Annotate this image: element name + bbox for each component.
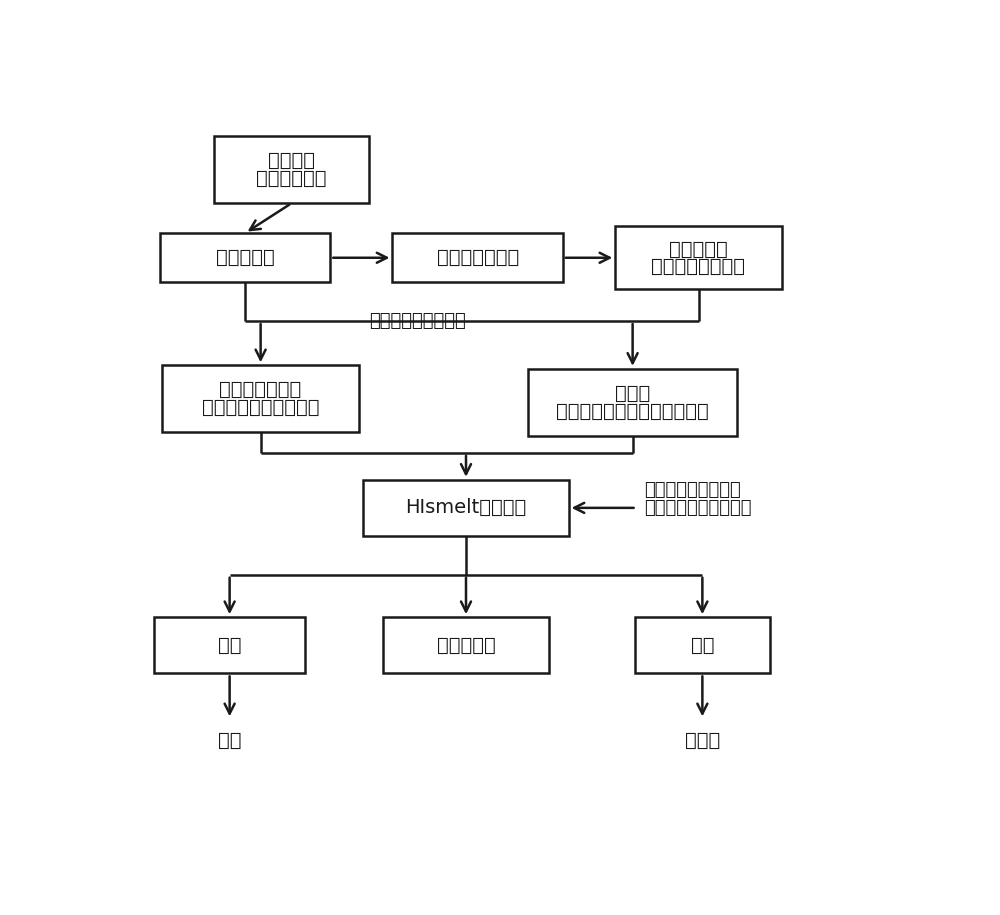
Text: 回转窑焙烧: 回转窑焙烧	[669, 240, 728, 258]
Text: 电除尘: 电除尘	[685, 731, 720, 750]
FancyBboxPatch shape	[154, 617, 305, 673]
FancyBboxPatch shape	[162, 365, 359, 432]
FancyBboxPatch shape	[528, 369, 737, 436]
Text: 水淬: 水淬	[218, 731, 241, 750]
Text: （用于产高品位镍铁）: （用于产高品位镍铁）	[202, 398, 319, 417]
Text: 石灰石: 石灰石	[615, 384, 650, 403]
FancyBboxPatch shape	[160, 233, 330, 283]
Text: 粗镍铁合金: 粗镍铁合金	[437, 636, 495, 655]
FancyBboxPatch shape	[214, 136, 369, 203]
Text: （褐铁矿型）: （褐铁矿型）	[256, 169, 327, 188]
Text: HIsmelt熔融还原: HIsmelt熔融还原	[405, 499, 527, 517]
FancyBboxPatch shape	[392, 233, 563, 283]
FancyBboxPatch shape	[615, 226, 782, 289]
Text: 按产品要求进行配料: 按产品要求进行配料	[369, 312, 466, 330]
Text: 粉尘: 粉尘	[691, 636, 714, 655]
Text: 熔体内喷吹矿粉、煤粉: 熔体内喷吹矿粉、煤粉	[644, 499, 752, 517]
FancyBboxPatch shape	[383, 617, 549, 673]
Text: 红土镍矿: 红土镍矿	[268, 151, 315, 170]
Text: 干燥窑初步干燥: 干燥窑初步干燥	[436, 248, 519, 267]
Text: 白云石或菱镁矿: 白云石或菱镁矿	[220, 381, 302, 399]
Text: （用于得到较高的铁回收率）: （用于得到较高的铁回收率）	[556, 402, 709, 421]
Text: （预热，预还原）: （预热，预还原）	[652, 257, 746, 276]
FancyBboxPatch shape	[635, 617, 770, 673]
Text: 顶吹氧气和预热空气: 顶吹氧气和预热空气	[644, 481, 741, 500]
Text: 炉渣: 炉渣	[218, 636, 241, 655]
Text: 筛分、破碎: 筛分、破碎	[216, 248, 274, 267]
FancyBboxPatch shape	[363, 479, 569, 536]
